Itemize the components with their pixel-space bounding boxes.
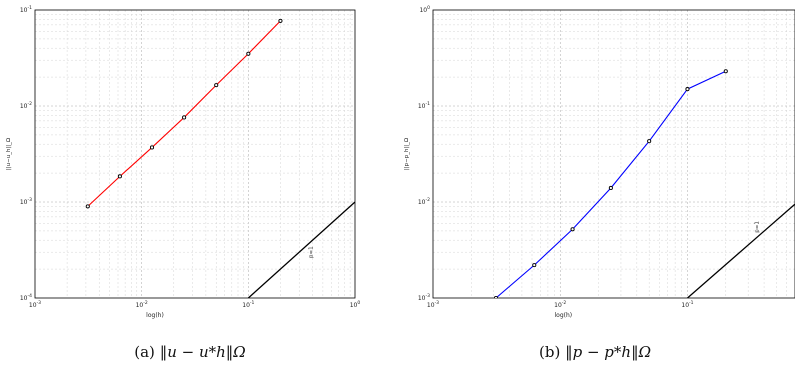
chart-a-plot-area xyxy=(85,18,355,298)
chart-a-y-tick-label: 10-3 xyxy=(20,197,32,206)
chart-a-series-line-0 xyxy=(87,20,281,207)
chart-b-grid xyxy=(433,10,795,298)
chart-a-series-line-1 xyxy=(247,201,355,298)
chart-b-x-tick-label: 10-1 xyxy=(681,300,693,309)
chart-a-ylabel: ||u−u_h||_Ω xyxy=(6,138,12,170)
chart-b-plot-area xyxy=(493,69,795,298)
caption-b: (b) ‖p − p*h‖Ω xyxy=(505,343,685,361)
caption-a-label: (a) xyxy=(134,343,155,361)
chart-a-x-tick-label: 10-2 xyxy=(136,300,148,309)
chart-b-data-point xyxy=(532,263,537,268)
chart-a-x-tick-label: 10-3 xyxy=(29,300,41,309)
chart-panel-a: 10-3 10-2 10-1 100 10-4 10-3 10-2 10-1 log(h) ||u… xyxy=(6,5,361,319)
chart-a-xlabel: log(h) xyxy=(146,312,164,319)
chart-b-data-point xyxy=(647,139,652,144)
chart-a-y-tick-label: 10-4 xyxy=(20,293,32,302)
chart-a-data-point xyxy=(149,145,155,150)
chart-b-data-point xyxy=(608,185,613,191)
chart-a-frame xyxy=(34,9,356,299)
chart-a-x-tick-label: 100 xyxy=(350,300,361,309)
chart-b-y-tick-label: 10-1 xyxy=(418,101,430,110)
chart-panel-b: 10-3 10-2 10-1 10-3 10-2 10-1 100 log(h) ||p−p_h… xyxy=(398,0,795,381)
chart-a-svg: 10-3 10-2 10-1 10010-410-310-210-1log(h)||u… xyxy=(6,5,361,319)
chart-a-data-point xyxy=(182,115,187,120)
chart-a-data-point xyxy=(214,83,219,88)
chart-b-x-tick-label: 10-3 xyxy=(427,300,439,309)
chart-b-data-point xyxy=(570,227,575,232)
chart-b-y-tick-label: 100 xyxy=(419,5,430,14)
chart-b-y-tick-label: 10-2 xyxy=(418,197,430,206)
chart-a-y-tick-label: 10-2 xyxy=(20,101,32,110)
chart-b-xlabel: log(h) xyxy=(554,312,572,319)
chart-b-data-point xyxy=(493,295,499,298)
chart-b-frame xyxy=(432,9,795,299)
chart-b-x-tick-label: 10-2 xyxy=(554,300,566,309)
chart-a-y-tick-label: 10-1 xyxy=(20,5,32,14)
chart-a-x-tick-label: 10-1 xyxy=(242,300,254,309)
chart-b-data-point xyxy=(723,69,728,74)
caption-b-math: ‖p − p*h‖Ω xyxy=(565,343,651,361)
chart-a-data-point xyxy=(246,51,251,56)
chart-a-data-point xyxy=(278,18,283,23)
chart-a-data-point xyxy=(117,174,122,179)
chart-b-y-tick-label: 10-3 xyxy=(418,293,430,302)
chart-b-series-line-0 xyxy=(495,70,727,298)
chart-b-series-line-1 xyxy=(687,203,795,298)
caption-a: (a) ‖u − u*h‖Ω xyxy=(110,343,270,361)
chart-b-ylabel: ||p−p_h||_Ω xyxy=(404,138,410,170)
caption-b-label: (b) xyxy=(539,343,561,361)
caption-a-math: ‖u − u*h‖Ω xyxy=(159,343,246,361)
chart-a-grid xyxy=(35,10,355,298)
chart-b-data-point xyxy=(685,87,690,92)
chart-b-annotation: p=1 xyxy=(754,221,760,233)
chart-b-svg: 10-3 10-2 10-1 10-3 10-2 10-1 100 log(h) ||p−p_h… xyxy=(404,5,795,319)
chart-a-annotation: p=1 xyxy=(309,246,315,258)
chart-a-data-point xyxy=(85,204,90,209)
